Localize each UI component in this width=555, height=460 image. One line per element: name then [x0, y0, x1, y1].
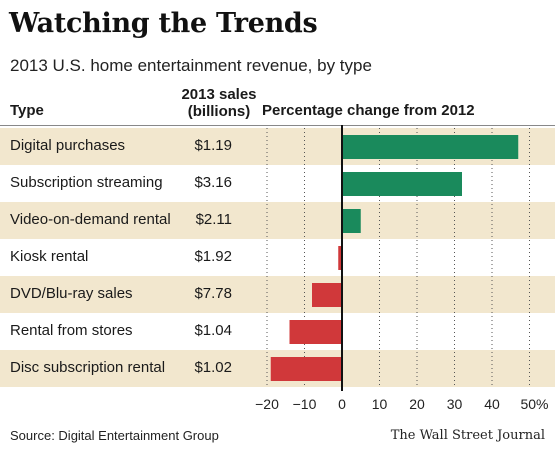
chart-title: Watching the Trends [9, 8, 318, 39]
table-row: Subscription streaming $3.16 [0, 165, 555, 202]
category-label: Disc subscription rental [10, 359, 166, 376]
publisher-credit: The Wall Street Journal [390, 428, 545, 443]
chart-subtitle: 2013 U.S. home entertainment revenue, by… [10, 56, 372, 75]
sales-column-header: 2013 sales (billions) [171, 86, 267, 120]
header-rule [0, 125, 555, 126]
sales-value: $1.92 [194, 248, 232, 265]
category-label: DVD/Blu-ray sales [10, 285, 133, 302]
x-tick-label: 0 [338, 396, 346, 412]
x-tick-label: −10 [293, 396, 317, 412]
category-label: Subscription streaming [10, 174, 163, 191]
x-tick-label: 20 [409, 396, 425, 412]
table-row: DVD/Blu-ray sales $7.78 [0, 276, 555, 313]
category-label: Video-on-demand rental [10, 211, 171, 228]
x-tick-label: 50% [520, 396, 548, 412]
table-row: Digital purchases $1.19 [0, 128, 555, 165]
x-tick-label: −20 [255, 396, 279, 412]
category-label: Rental from stores [10, 322, 133, 339]
x-tick-label: 40 [484, 396, 500, 412]
sales-header-line1: 2013 sales [181, 86, 257, 103]
category-label: Kiosk rental [10, 248, 89, 265]
percent-change-header: Percentage change from 2012 [262, 102, 475, 119]
source-note: Source: Digital Entertainment Group [10, 428, 219, 443]
sales-header-line2: (billions) [187, 103, 251, 120]
sales-value: $3.16 [194, 174, 232, 191]
table-row: Video-on-demand rental $2.11 [0, 202, 555, 239]
sales-value: $7.78 [194, 285, 232, 302]
sales-value: $1.02 [194, 359, 232, 376]
x-tick-label: 10 [372, 396, 388, 412]
sales-value: $2.11 [195, 211, 232, 228]
x-tick-label: 30 [447, 396, 463, 412]
table-row: Disc subscription rental $1.02 [0, 350, 555, 387]
sales-value: $1.04 [194, 322, 232, 339]
table-row: Kiosk rental $1.92 [0, 239, 555, 276]
category-label: Digital purchases [10, 137, 126, 154]
sales-value: $1.19 [194, 137, 232, 154]
table-row: Rental from stores $1.04 [0, 313, 555, 350]
type-column-header: Type [10, 102, 44, 119]
